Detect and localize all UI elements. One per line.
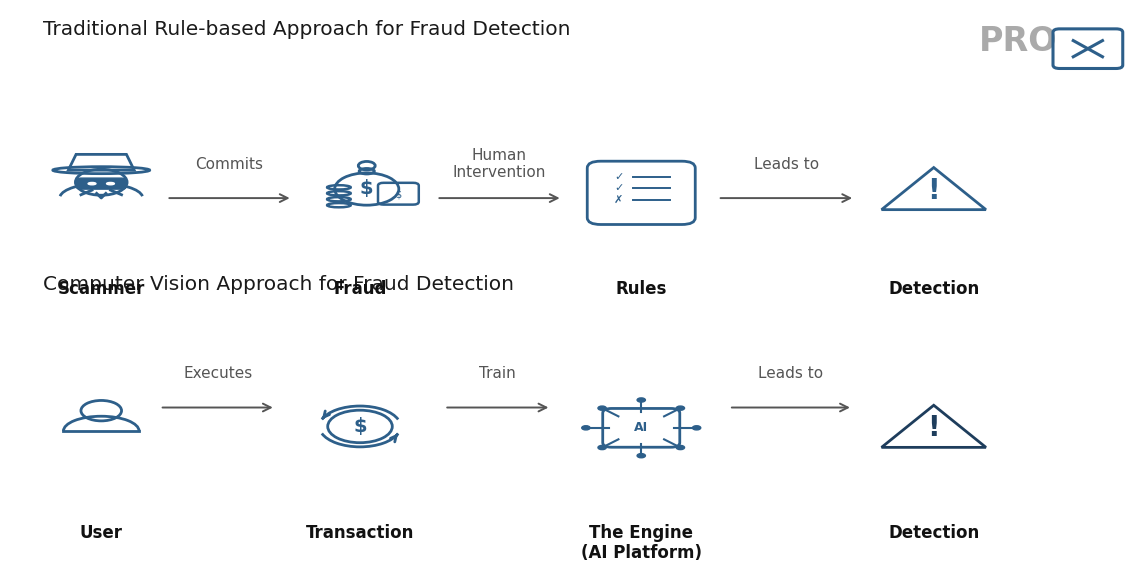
Text: PRO: PRO (979, 25, 1058, 58)
Text: $: $ (360, 179, 374, 198)
Text: $: $ (395, 189, 402, 199)
Text: Executes: Executes (183, 366, 252, 381)
Text: User: User (80, 524, 123, 542)
Text: ✓: ✓ (614, 183, 623, 194)
Circle shape (676, 445, 684, 449)
Text: Leads to: Leads to (758, 366, 823, 381)
Circle shape (582, 426, 590, 430)
Text: Computer Vision Approach for Fraud Detection: Computer Vision Approach for Fraud Detec… (43, 275, 514, 294)
Text: Detection: Detection (888, 280, 980, 298)
Text: Detection: Detection (888, 524, 980, 542)
Circle shape (676, 406, 684, 410)
Text: Transaction: Transaction (306, 524, 414, 542)
Ellipse shape (107, 182, 115, 185)
Text: Human
Intervention: Human Intervention (452, 148, 547, 181)
Text: Traditional Rule-based Approach for Fraud Detection: Traditional Rule-based Approach for Frau… (43, 20, 570, 39)
Circle shape (598, 445, 606, 449)
Text: Train: Train (479, 366, 516, 381)
Text: Leads to: Leads to (754, 157, 819, 171)
Text: The Engine
(AI Platform): The Engine (AI Platform) (580, 524, 702, 563)
Circle shape (637, 398, 646, 402)
Text: Commits: Commits (196, 157, 263, 171)
Text: $: $ (353, 417, 367, 436)
Text: !: ! (927, 414, 940, 443)
Circle shape (598, 406, 606, 410)
Text: ✓: ✓ (614, 172, 623, 182)
Text: !: ! (927, 177, 940, 205)
Circle shape (693, 426, 701, 430)
Text: Rules: Rules (615, 280, 667, 298)
Circle shape (637, 453, 646, 458)
Text: ✗: ✗ (614, 195, 623, 205)
Text: AI: AI (634, 421, 648, 434)
FancyBboxPatch shape (76, 178, 126, 189)
Ellipse shape (88, 182, 96, 185)
Text: Fraud: Fraud (333, 280, 387, 298)
Text: Scammer: Scammer (57, 280, 145, 298)
